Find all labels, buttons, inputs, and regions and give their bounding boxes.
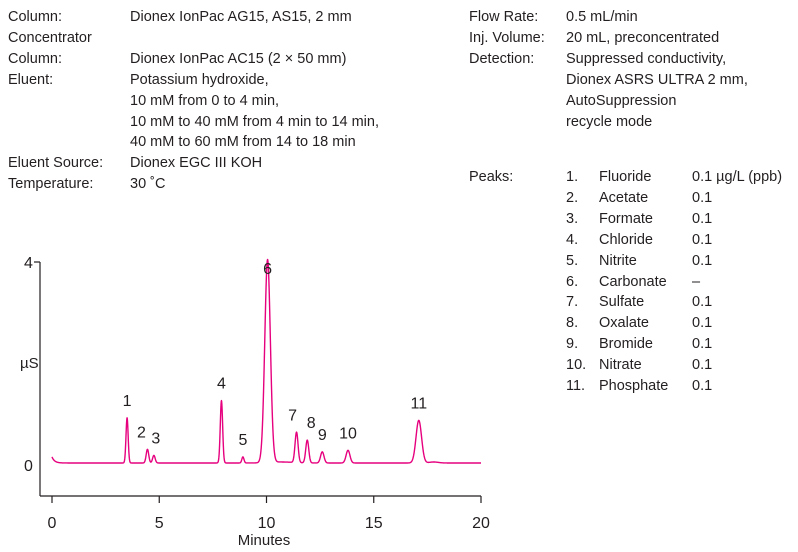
peak-amount: 0.1 [692,378,713,394]
condition-value: Suppressed conductivity, [566,50,727,67]
condition-label: Concentrator [8,29,92,46]
peak-name: Bromide [599,336,653,353]
peak-number: 8. [566,315,579,332]
condition-value: Dionex EGC III KOH [130,155,263,172]
peak-amount: – [692,273,701,290]
peak-number: 2. [566,189,579,206]
condition-value: 40 mM to 60 mM from 14 to 18 min [130,134,356,151]
condition-value: 20 mL, preconcentrated [566,29,720,46]
peak-number: 6. [566,273,579,290]
condition-label: Inj. Volume: [469,29,545,46]
condition-value: Dionex ASRS ULTRA 2 mm, [566,71,748,88]
condition-label: Flow Rate: [469,9,539,25]
peak-amount: 0.1 [692,294,713,311]
peak-name: Oxalate [599,315,649,332]
peak-label: 4 [217,376,226,393]
peak-amount: 0.1 [692,336,713,353]
condition-label: Temperature: [8,176,94,193]
condition-label: Detection: [469,50,535,67]
peak-amount: 0.1 [692,357,713,374]
peak-label: 5 [238,432,247,449]
chromatogram-trace [51,258,482,464]
peak-amount: 0.1 µg/L (ppb) [692,169,783,185]
peak-label: 11 [410,395,427,412]
peak-amount: 0.1 [692,252,713,269]
peak-labels: 12 3 4 5 6 7 89 10 11 [123,261,428,449]
peak-label: 10 [339,425,357,442]
x-axis-label: Minutes [238,532,291,549]
x-tick-label: 10 [258,515,276,532]
peak-label: 6 [263,261,272,278]
x-tick-label: 0 [48,515,57,532]
peak-name: Carbonate [599,273,667,290]
peak-number: 4. [566,231,579,248]
peaks-label: Peaks: [469,169,514,185]
peak-name: Chloride [599,231,653,248]
peak-label: 9 [318,427,327,444]
peak-name: Formate [599,210,653,227]
peak-name: Nitrate [599,357,642,374]
peak-label: 3 [151,430,160,447]
peak-amount: 0.1 [692,231,713,248]
peak-name: Fluoride [599,169,652,185]
condition-value: Potassium hydroxide, [130,71,269,88]
peak-name: Phosphate [599,378,669,394]
peak-number: 10. [566,357,587,374]
condition-label: Column: [8,9,62,25]
peak-number: 3. [566,210,579,227]
peak-label: 7 [288,408,297,425]
peak-amount: 0.1 [692,189,713,206]
peak-number: 5. [566,252,579,269]
peak-name: Acetate [599,189,649,206]
peak-name: Nitrite [599,252,637,269]
peak-name: Sulfate [599,294,645,311]
condition-label: Eluent: [8,71,54,88]
x-tick-label: 5 [155,515,164,532]
peak-label: 8 [307,415,316,432]
peak-number: 7. [566,294,579,311]
condition-value: 10 mM from 0 to 4 min, [130,92,280,109]
peak-amount: 0.1 [692,210,713,227]
condition-value: Dionex IonPac AG15, AS15, 2 mm [130,9,352,25]
condition-value: 10 mM to 40 mM from 4 min to 14 min, [130,113,379,130]
y-tick-label: 0 [24,458,33,475]
condition-label: Eluent Source: [8,155,104,172]
condition-value: recycle mode [566,113,653,130]
peak-number: 1. [566,169,579,185]
condition-value: 0.5 mL/min [566,9,638,25]
x-tick-label: 15 [365,515,383,532]
peak-amount: 0.1 [692,315,713,332]
y-tick-label: 4 [24,255,33,272]
y-axis-label: µS [20,355,39,372]
condition-label: Column: [8,50,62,67]
condition-value: AutoSuppression [566,92,677,109]
peak-label: 2 [137,424,146,441]
peak-number: 9. [566,336,579,353]
condition-value: 30 ˚C [130,176,166,193]
peak-number: 11. [566,378,586,394]
condition-value: Dionex IonPac AC15 (2 × 50 mm) [130,50,347,67]
x-tick-label: 20 [472,515,490,532]
peak-label: 1 [123,393,132,410]
